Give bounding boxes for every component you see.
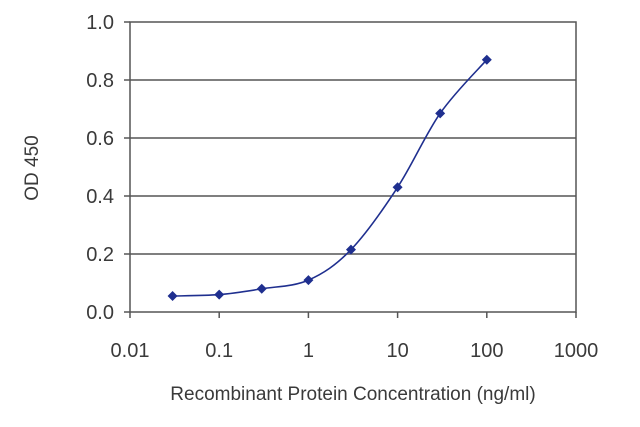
x-tick-label: 0.1: [205, 340, 233, 362]
data-point: [435, 108, 446, 119]
data-point: [392, 182, 403, 193]
y-tick-label: 0.2: [86, 244, 114, 266]
data-point: [214, 289, 225, 300]
data-point: [167, 291, 178, 302]
x-tick-label: 1: [303, 340, 314, 362]
data-point: [345, 244, 356, 255]
x-axis-title: Recombinant Protein Concentration (ng/ml…: [170, 384, 535, 405]
x-axis: 0.01 0.1 1 10 100 1000: [111, 312, 599, 362]
y-axis-title: OD 450: [22, 135, 43, 200]
x-tick-label: 100: [470, 340, 503, 362]
y-tick-label: 0.6: [86, 128, 114, 150]
plot-area: [129, 21, 577, 313]
x-tick-label: 1000: [554, 340, 599, 362]
y-tick-label: 0.0: [86, 302, 114, 324]
series-group: [167, 54, 492, 302]
data-point: [481, 54, 492, 65]
data-point: [256, 283, 267, 294]
y-axis: 0.0 0.2 0.4 0.6 0.8 1.0: [86, 12, 130, 324]
gridlines: [130, 79, 576, 255]
data-point: [303, 275, 314, 286]
x-tick-label: 10: [386, 340, 408, 362]
y-tick-label: 0.8: [86, 70, 114, 92]
y-tick-label: 1.0: [86, 12, 114, 34]
y-tick-label: 0.4: [86, 186, 114, 208]
x-tick-label: 0.01: [111, 340, 150, 362]
